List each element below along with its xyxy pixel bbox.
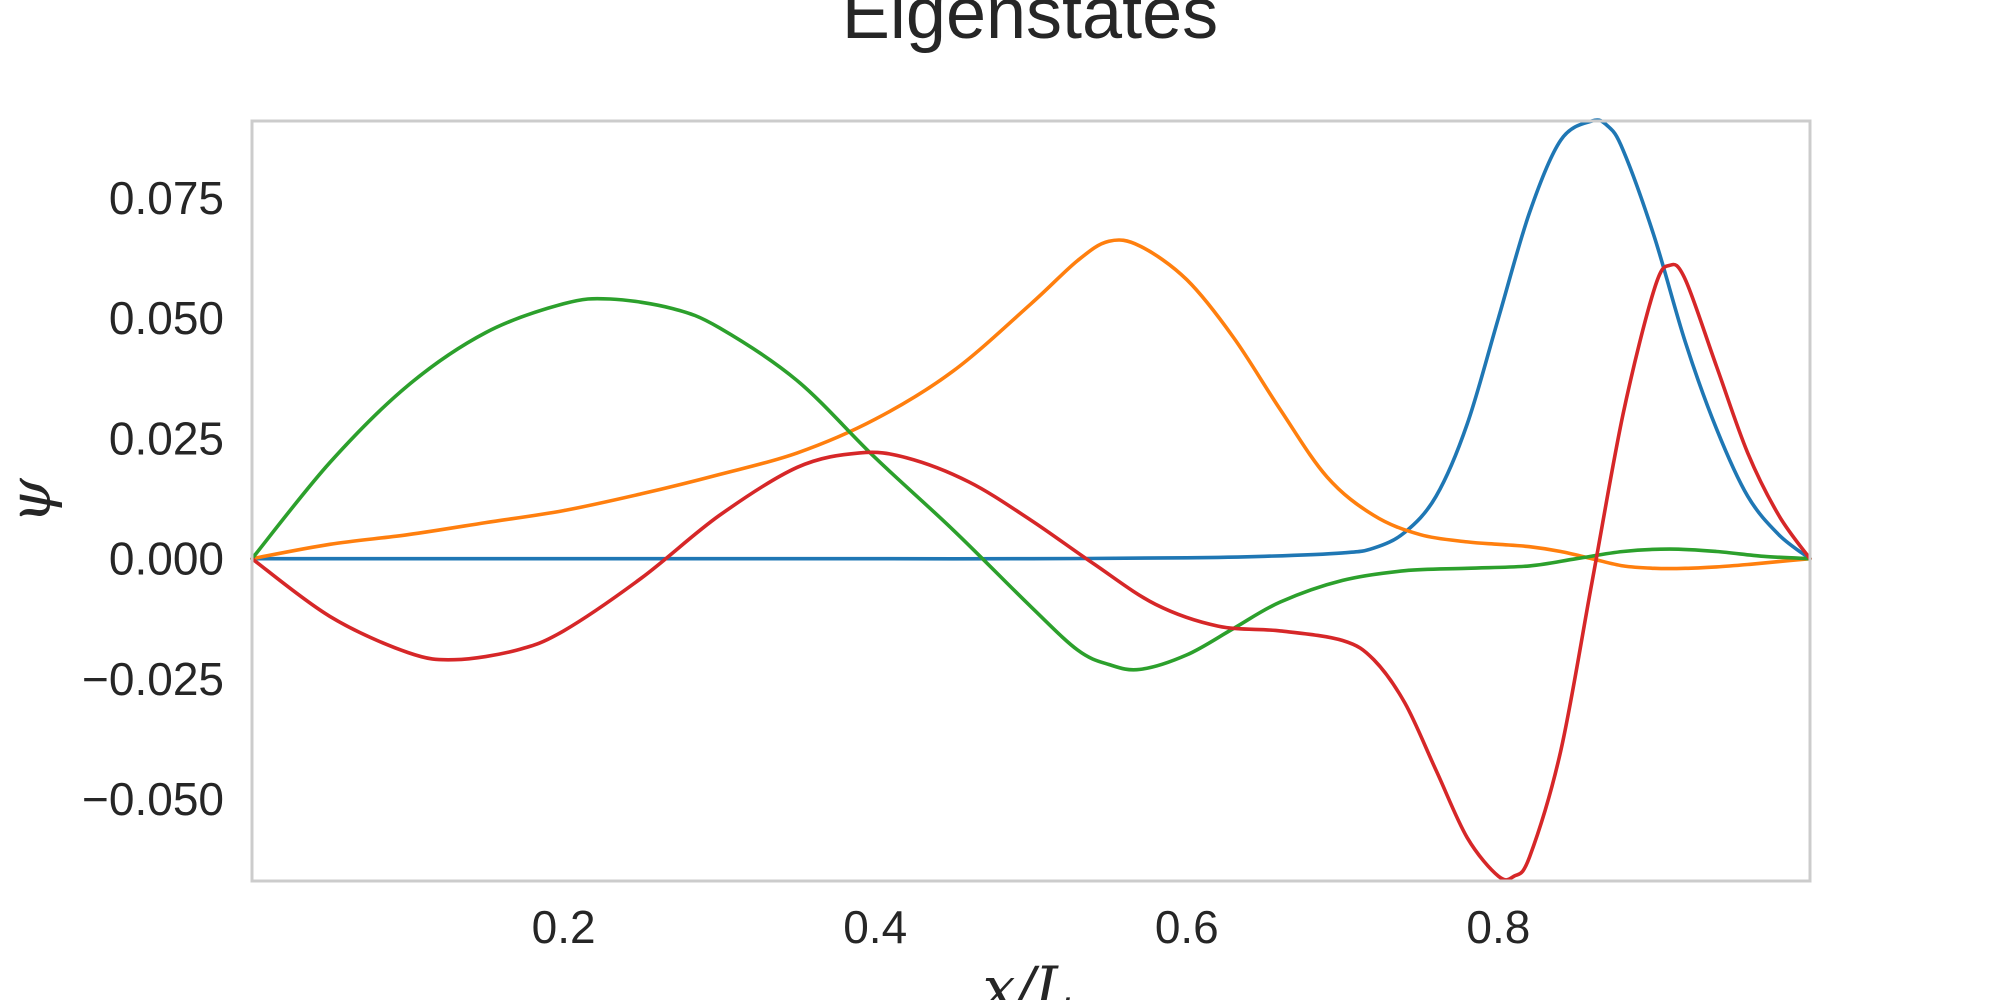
x-tick-label: 0.6 [1155,901,1219,953]
series-line-4 [250,262,1812,882]
y-tick-label: 0.075 [109,172,224,224]
series-layer [250,118,1812,882]
x-tick-label: 0.2 [532,901,596,953]
x-tick-label: 0.8 [1466,901,1530,953]
y-tick-label: −0.025 [82,653,224,705]
y-tick-labels: 0.075 0.050 0.025 0.000 −0.025 −0.050 [82,172,224,825]
series-line-1 [250,118,1812,561]
y-tick-label: 0.025 [109,412,224,464]
chart-title: Eigenstates [842,0,1218,54]
y-tick-label: 0.050 [109,292,224,344]
x-tick-labels: 0.2 0.4 0.6 0.8 [532,901,1531,953]
x-tick-label: 0.4 [843,901,907,953]
y-tick-label: 0.000 [109,533,224,585]
y-axis-label: ψ [0,478,64,524]
series-line-2 [250,238,1812,571]
y-tick-label: −0.050 [82,773,224,825]
series-line-3 [250,296,1812,672]
plot-frame [250,119,1812,883]
x-axis-label: x/L [983,954,1074,1000]
